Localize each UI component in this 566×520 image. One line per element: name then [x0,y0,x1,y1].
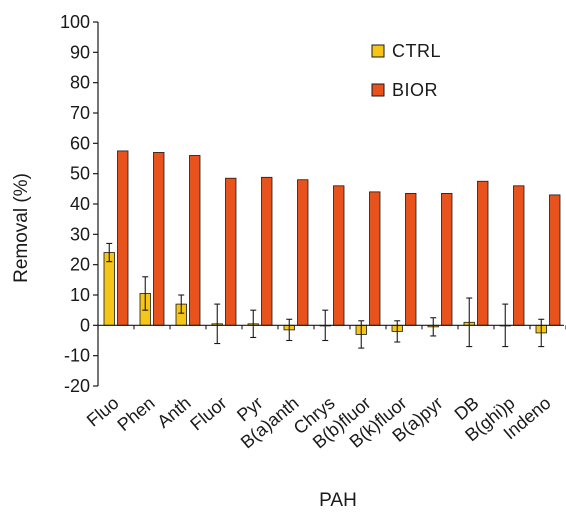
bar-bior [369,191,381,326]
x-tick-label: Fluor [186,393,230,435]
x-tick-label: Phen [114,393,159,435]
y-tick-label: 0 [80,315,90,335]
bar-bior [261,176,273,326]
x-axis-title: PAH [319,490,357,511]
y-tick-label: 20 [70,255,90,275]
bar-bior [225,177,237,326]
bar-bior [405,192,417,326]
y-tick-label: 60 [70,133,90,153]
y-tick-label: 10 [70,285,90,305]
y-axis-title: Removal (%) [11,173,32,283]
bar-bior [189,155,201,326]
legend-swatch-ctrl [371,44,385,58]
bar-bior [117,150,129,326]
legend-label-ctrl: CTRL [392,41,441,61]
x-tick-label: Anth [153,393,194,432]
bar-bior [333,185,345,326]
y-tick-label: 80 [70,73,90,93]
legend-swatch-bior [371,83,385,97]
bar-ctrl [103,252,115,326]
bar-bior [441,192,453,326]
legend-label-bior: BIOR [392,80,438,100]
y-tick-label: 70 [70,103,90,123]
plot-marks [103,150,561,349]
y-tick-label: 40 [70,194,90,214]
y-axis: -20 -10 0 10 20 30 40 50 60 70 80 90 100 [60,12,99,396]
bar-bior [297,179,309,326]
y-tick-label: 50 [70,164,90,184]
y-tick-label: -10 [64,346,90,366]
bar-bior [477,180,489,326]
y-tick-label: -20 [64,376,90,396]
y-tick-label: 90 [70,42,90,62]
bar-bior [549,194,561,326]
bar-bior [513,185,525,326]
y-tick-label: 30 [70,224,90,244]
y-tick-label: 100 [60,12,90,32]
legend: CTRL BIOR [371,41,441,100]
bar-bior [153,152,165,326]
